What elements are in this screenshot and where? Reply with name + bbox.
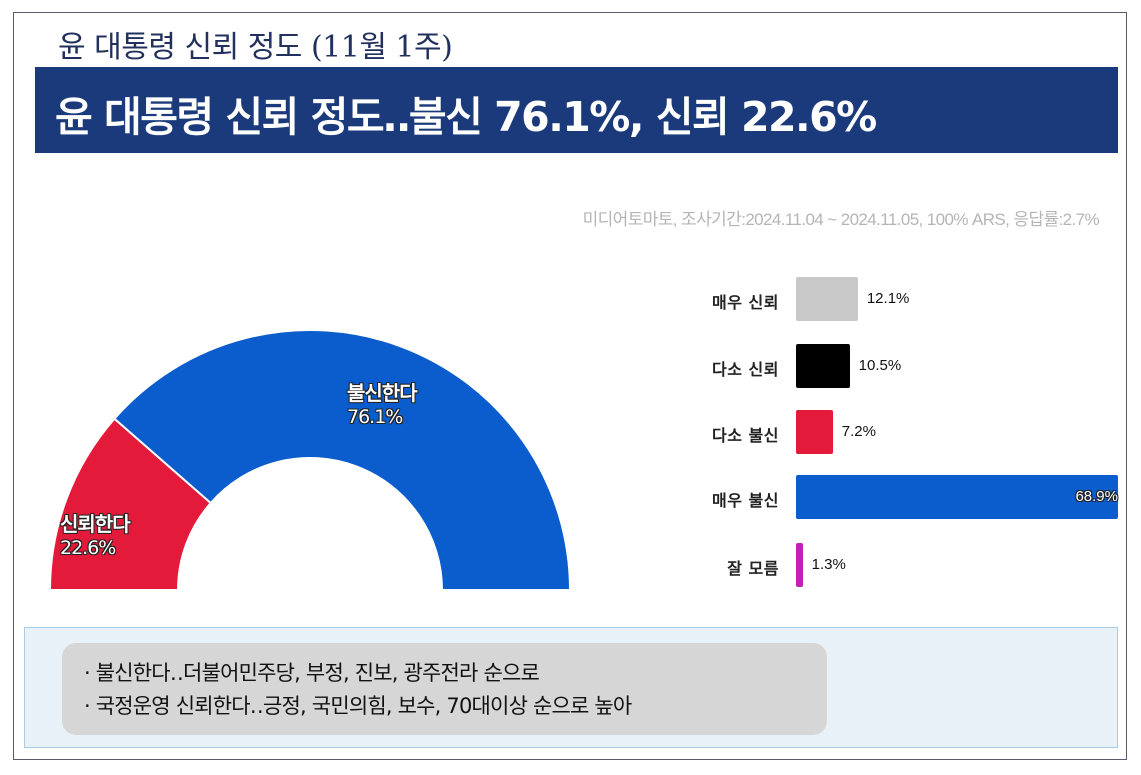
source-note: 미디어토마토, 조사기간:2024.11.04 ~ 2024.11.05, 10… <box>582 210 1100 229</box>
bar-category-label: 다소 신뢰 <box>712 360 779 379</box>
bar-value-label: 7.2% <box>841 423 876 440</box>
note-panel <box>62 643 827 735</box>
bar-somewhat-trust <box>796 344 850 388</box>
distrust-category-label: 불신한다 <box>347 381 418 405</box>
bar-row-somewhat-distrust: 다소 불신 7.2% <box>0 410 1141 454</box>
bar-row-very-distrust: 매우 불신 68.9% <box>0 475 1141 519</box>
bar-category-label: 매우 불신 <box>712 491 779 510</box>
bar-somewhat-distrust <box>796 410 833 454</box>
distrust-value-label: 76.1% <box>347 406 403 428</box>
headline-bar <box>35 67 1118 153</box>
distrust-label: 불신한다 76.1% <box>347 381 418 429</box>
trust-category-label: 신뢰한다 <box>60 512 131 536</box>
bar-very-distrust <box>796 475 1118 519</box>
note-line-1: · 불신한다‥더불어민주당, 부정, 진보, 광주전라 순으로 <box>84 661 540 685</box>
bar-very-trust <box>796 277 858 321</box>
bar-value-label: 1.3% <box>811 556 846 573</box>
gauge-segment-distrust <box>113 329 572 591</box>
chart-headline: 윤 대통령 신뢰 정도‥불신 76.1%, 신뢰 22.6% <box>55 93 877 141</box>
bar-row-very-trust: 매우 신뢰 12.1% <box>0 277 1141 321</box>
bar-row-dont-know: 잘 모름 1.3% <box>0 543 1141 587</box>
bar-category-label: 잘 모름 <box>727 559 779 578</box>
bar-value-label: 12.1% <box>866 290 910 307</box>
note-line-2: · 국정운영 신뢰한다‥긍정, 국민의힘, 보수, 70대이상 순으로 높아 <box>84 694 632 718</box>
trust-value-label: 22.6% <box>60 537 116 559</box>
bar-category-label: 다소 불신 <box>712 426 779 445</box>
bar-value-label: 68.9% <box>1075 488 1118 505</box>
trust-label: 신뢰한다 22.6% <box>60 512 131 560</box>
bar-row-somewhat-trust: 다소 신뢰 10.5% <box>0 344 1141 388</box>
chart-supertitle: 윤 대통령 신뢰 정도 (11월 1주) <box>58 30 453 65</box>
bar-category-label: 매우 신뢰 <box>712 293 779 312</box>
bar-dont-know <box>796 543 803 587</box>
bar-value-label: 10.5% <box>858 357 902 374</box>
